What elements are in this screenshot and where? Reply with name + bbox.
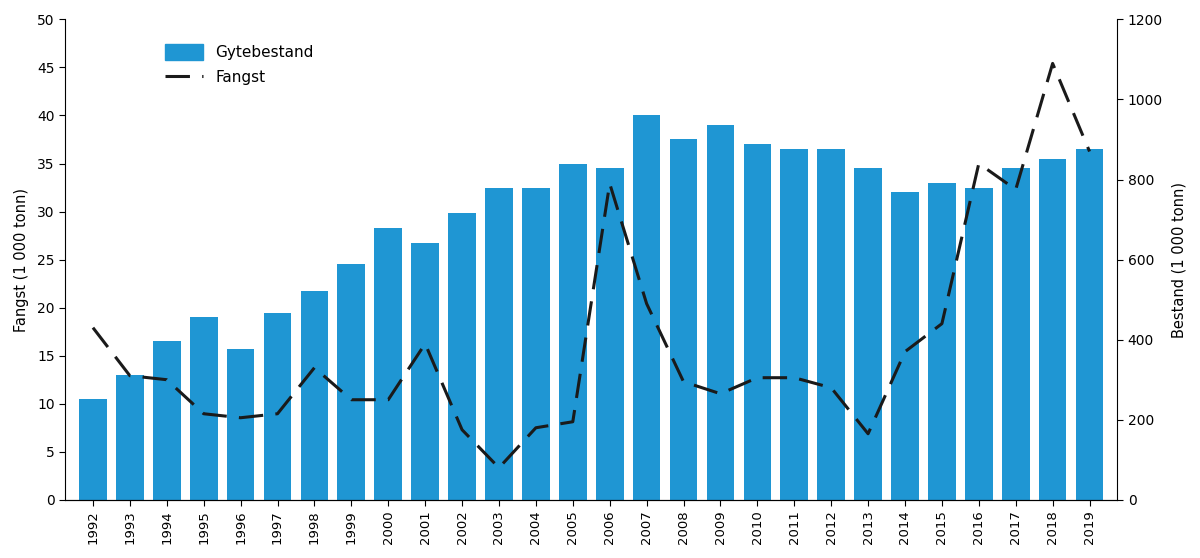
Bar: [892, 193, 919, 500]
Bar: [596, 169, 624, 500]
Bar: [744, 145, 772, 500]
Bar: [707, 125, 734, 500]
Bar: [670, 140, 697, 500]
Bar: [116, 375, 144, 500]
Bar: [227, 349, 254, 500]
Bar: [1002, 169, 1030, 500]
Legend: Gytebestand, Fangst: Gytebestand, Fangst: [157, 37, 322, 93]
Bar: [337, 264, 365, 500]
Bar: [1039, 158, 1067, 500]
Bar: [559, 163, 587, 500]
Bar: [522, 187, 550, 500]
Bar: [485, 187, 512, 500]
Bar: [632, 116, 660, 500]
Bar: [412, 243, 439, 500]
Bar: [1075, 149, 1103, 500]
Bar: [264, 314, 292, 500]
Bar: [854, 169, 882, 500]
Bar: [928, 182, 955, 500]
Bar: [449, 213, 476, 500]
Bar: [300, 291, 329, 500]
Bar: [79, 399, 107, 500]
Y-axis label: Bestand (1 000 tonn): Bestand (1 000 tonn): [1171, 181, 1186, 338]
Y-axis label: Fangst (1 000 tonn): Fangst (1 000 tonn): [14, 187, 29, 331]
Bar: [817, 149, 845, 500]
Bar: [190, 318, 217, 500]
Bar: [152, 341, 181, 500]
Bar: [374, 228, 402, 500]
Bar: [965, 187, 992, 500]
Bar: [780, 149, 808, 500]
